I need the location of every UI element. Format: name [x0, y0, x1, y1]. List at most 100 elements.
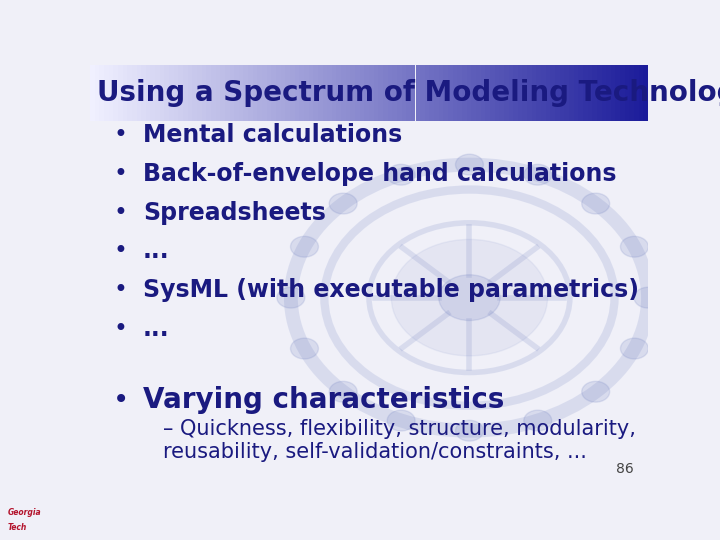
Circle shape: [456, 420, 483, 441]
Bar: [429, 65, 434, 121]
Bar: [559, 65, 564, 121]
Bar: [266, 65, 271, 121]
Bar: [169, 65, 174, 121]
Bar: [160, 65, 164, 121]
Circle shape: [387, 164, 415, 185]
Bar: [574, 65, 578, 121]
Circle shape: [621, 237, 648, 257]
Bar: [360, 65, 364, 121]
Bar: [271, 65, 276, 121]
Text: Using a Spectrum of Modeling Technologies: Using a Spectrum of Modeling Technologie…: [96, 79, 720, 107]
Circle shape: [291, 338, 318, 359]
Bar: [281, 65, 285, 121]
Text: •: •: [114, 317, 127, 341]
Bar: [378, 65, 383, 121]
Bar: [462, 65, 467, 121]
Circle shape: [329, 381, 357, 402]
Bar: [518, 65, 523, 121]
Bar: [625, 65, 629, 121]
Bar: [145, 65, 150, 121]
Bar: [313, 65, 318, 121]
Bar: [253, 65, 258, 121]
Bar: [611, 65, 616, 121]
Bar: [593, 65, 597, 121]
Bar: [364, 65, 369, 121]
Bar: [476, 65, 481, 121]
Bar: [294, 65, 300, 121]
Text: Tech: Tech: [8, 523, 27, 532]
Bar: [485, 65, 490, 121]
Bar: [234, 65, 239, 121]
Bar: [504, 65, 508, 121]
Bar: [411, 65, 415, 121]
Bar: [601, 65, 606, 121]
Bar: [99, 65, 104, 121]
Bar: [192, 65, 197, 121]
Bar: [94, 65, 99, 121]
Circle shape: [387, 410, 415, 431]
Bar: [523, 65, 527, 121]
Bar: [174, 65, 179, 121]
Bar: [527, 65, 532, 121]
Bar: [499, 65, 504, 121]
Bar: [141, 65, 145, 121]
Bar: [420, 65, 425, 121]
Circle shape: [438, 275, 500, 321]
Text: •: •: [114, 278, 127, 302]
Bar: [536, 65, 541, 121]
Bar: [206, 65, 211, 121]
Bar: [179, 65, 183, 121]
Text: Mental calculations: Mental calculations: [143, 124, 402, 147]
Text: Back-of-envelope hand calculations: Back-of-envelope hand calculations: [143, 162, 616, 186]
Bar: [472, 65, 476, 121]
Text: •: •: [114, 124, 127, 147]
Circle shape: [524, 410, 552, 431]
Bar: [137, 65, 141, 121]
Bar: [564, 65, 569, 121]
Bar: [406, 65, 411, 121]
Circle shape: [277, 287, 305, 308]
Bar: [597, 65, 601, 121]
Bar: [155, 65, 160, 121]
Circle shape: [392, 239, 548, 356]
Circle shape: [329, 193, 357, 214]
Text: •: •: [114, 162, 127, 186]
Bar: [351, 65, 355, 121]
Text: Spreadsheets: Spreadsheets: [143, 201, 326, 225]
Bar: [243, 65, 248, 121]
Bar: [374, 65, 378, 121]
Bar: [285, 65, 290, 121]
Bar: [109, 65, 113, 121]
Bar: [248, 65, 253, 121]
Text: •: •: [114, 201, 127, 225]
Bar: [569, 65, 574, 121]
Bar: [323, 65, 327, 121]
Text: SysML (with executable parametrics): SysML (with executable parametrics): [143, 278, 639, 302]
Bar: [415, 65, 420, 121]
Bar: [620, 65, 625, 121]
Text: Varying characteristics: Varying characteristics: [143, 386, 505, 414]
Bar: [309, 65, 313, 121]
Bar: [369, 65, 374, 121]
Bar: [453, 65, 457, 121]
Bar: [215, 65, 220, 121]
Bar: [606, 65, 611, 121]
Bar: [639, 65, 644, 121]
Bar: [481, 65, 485, 121]
Bar: [290, 65, 294, 121]
Bar: [132, 65, 137, 121]
Bar: [122, 65, 127, 121]
Bar: [467, 65, 472, 121]
Bar: [448, 65, 453, 121]
Bar: [644, 65, 648, 121]
Bar: [304, 65, 309, 121]
Bar: [583, 65, 588, 121]
Circle shape: [456, 154, 483, 175]
Bar: [387, 65, 392, 121]
Text: ...: ...: [143, 240, 170, 264]
Bar: [392, 65, 397, 121]
Bar: [355, 65, 360, 121]
Bar: [346, 65, 351, 121]
Bar: [425, 65, 429, 121]
Bar: [444, 65, 448, 121]
